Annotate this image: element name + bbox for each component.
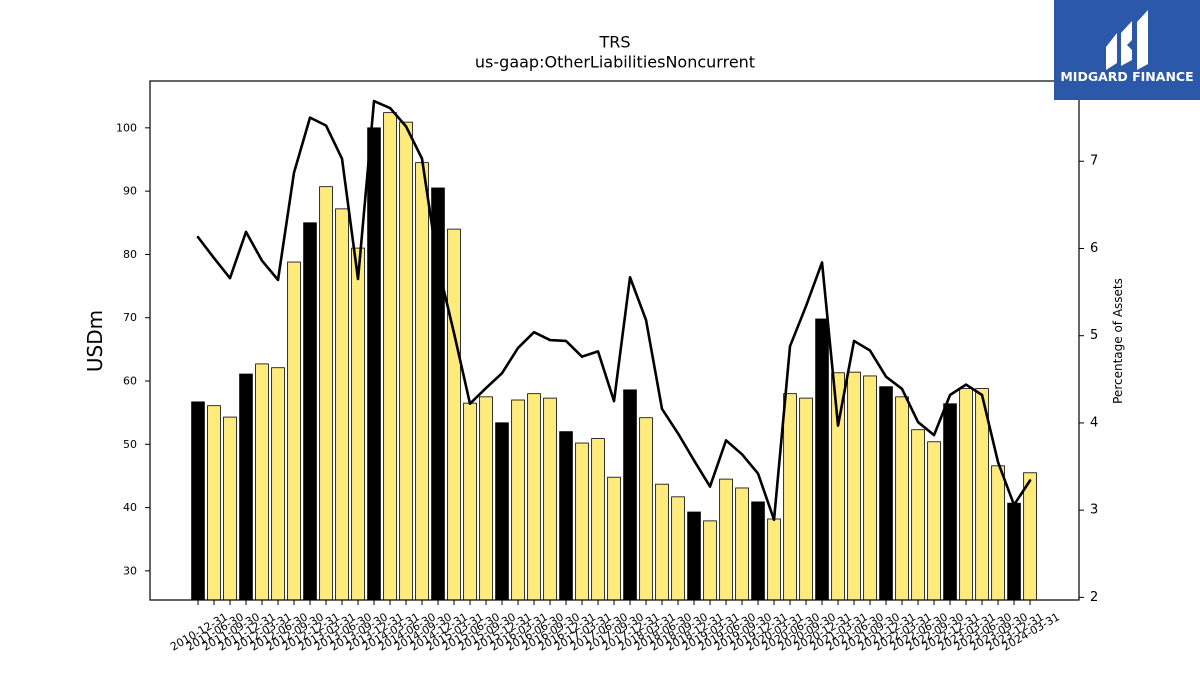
bar	[543, 397, 557, 600]
bar-year-end	[879, 386, 893, 600]
bar-year-end	[239, 373, 253, 600]
chart-subtitle: us-gaap:OtherLiabilitiesNoncurrent	[475, 53, 755, 72]
bar	[703, 520, 717, 600]
y-tick-label: 90	[123, 185, 137, 198]
bar	[783, 393, 797, 600]
chart-title: TRS	[598, 33, 630, 52]
y2-tick-label: 7	[1090, 154, 1098, 169]
y2-axis-label: Percentage of Assets	[1111, 278, 1125, 404]
bar	[591, 438, 605, 600]
y-axis-label: USDm	[83, 310, 107, 372]
bar-year-end	[303, 222, 317, 600]
bar-year-end	[623, 389, 637, 600]
bar	[1023, 472, 1037, 600]
bar-year-end	[367, 127, 381, 600]
bar	[991, 465, 1005, 600]
y-tick-label: 40	[123, 501, 137, 514]
logo-mark-left-stroke	[1106, 33, 1117, 70]
y-axis-right: 2 3 4 5 6 7	[1079, 154, 1098, 605]
bar	[639, 417, 653, 600]
bar-year-end	[687, 511, 701, 600]
bar	[207, 405, 221, 600]
y-tick-label: 80	[123, 248, 137, 261]
bar	[319, 186, 333, 600]
bar	[383, 112, 397, 600]
y2-tick-label: 2	[1090, 590, 1098, 605]
y-tick-label: 30	[123, 564, 137, 577]
bar-year-end	[1007, 502, 1021, 600]
bar-year-end	[751, 501, 765, 600]
bar	[223, 416, 237, 600]
y-tick-label: 70	[123, 311, 137, 324]
bar	[863, 375, 877, 600]
bar	[927, 441, 941, 600]
bar	[399, 121, 413, 600]
bar	[335, 208, 349, 600]
bar	[255, 363, 269, 600]
bar	[975, 388, 989, 600]
bar-year-end	[191, 401, 205, 600]
y2-tick-label: 3	[1090, 503, 1098, 518]
bar	[479, 396, 493, 600]
y-tick-label: 50	[123, 438, 137, 451]
midgard-finance-logo: MIDGARD FINANCE	[1054, 0, 1200, 100]
bar	[959, 388, 973, 600]
bar	[271, 367, 285, 600]
bar	[799, 397, 813, 600]
y2-tick-label: 5	[1090, 328, 1098, 343]
y-tick-label: 60	[123, 375, 137, 388]
midgard-logo-mark-icon	[1106, 10, 1148, 70]
logo-mark-right-stroke	[1137, 10, 1148, 70]
bar	[287, 261, 301, 600]
bar-year-end	[943, 403, 957, 600]
bar	[511, 399, 525, 600]
bar	[767, 518, 781, 600]
bar	[447, 228, 461, 600]
bar	[831, 372, 845, 600]
bar-year-end	[559, 431, 573, 600]
bar	[463, 402, 477, 600]
logo-wordmark: MIDGARD FINANCE	[1060, 69, 1193, 84]
bar	[527, 393, 541, 600]
bar	[351, 247, 365, 600]
x-axis: 2010-12-312011-06-302011-09-302011-12-31…	[168, 600, 1062, 654]
bar	[735, 487, 749, 600]
bar	[911, 429, 925, 600]
bar-series	[191, 112, 1037, 600]
bar	[415, 162, 429, 600]
bar	[847, 371, 861, 600]
bar	[719, 478, 733, 600]
y2-tick-label: 4	[1090, 415, 1098, 430]
bar	[895, 396, 909, 600]
logo-mark-middle-stroke	[1121, 21, 1132, 66]
bar-year-end	[431, 187, 445, 600]
bar-year-end	[815, 318, 829, 600]
y-tick-label: 100	[116, 121, 137, 134]
y2-tick-label: 6	[1090, 241, 1098, 256]
y-axis-left: 30 40 50 60 70 80 90 100	[116, 121, 150, 577]
bar	[575, 442, 589, 600]
percentage-of-assets-line	[196, 99, 1032, 522]
bar	[655, 483, 669, 600]
bar-year-end	[495, 422, 509, 600]
percentage-line-layer	[196, 99, 1032, 522]
bar	[607, 476, 621, 600]
bar	[671, 496, 685, 600]
